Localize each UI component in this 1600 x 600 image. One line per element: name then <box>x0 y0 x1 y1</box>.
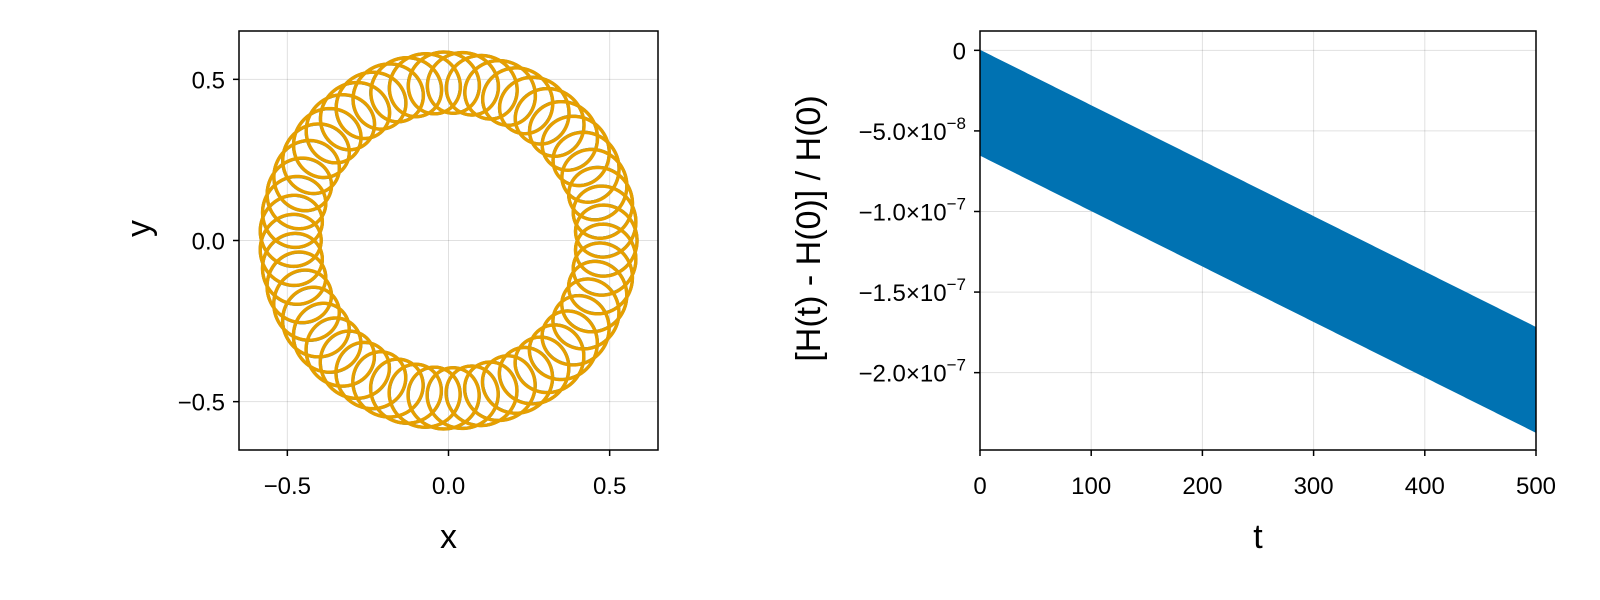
orbit-series-orange-line <box>258 50 639 431</box>
orbit-plot-x-ticks: −0.5 0.0 0.5 <box>264 450 626 500</box>
energy-x-tick-label: 200 <box>1182 473 1222 500</box>
orbit-plot-y-ticks: −0.5 0.0 0.5 <box>178 67 239 417</box>
energy-y-tick-label: −2.0×10−7 <box>859 356 966 388</box>
energy-y-tick-label: −5.0×10−8 <box>859 114 966 146</box>
energy-x-tick-label: 400 <box>1405 473 1445 500</box>
orbit-plot: −0.5 0.0 0.5 −0.5 0.0 0.5 x y <box>120 30 659 556</box>
energy-error-plot-y-ticks: 0 −5.0×10−8 −1.0×10−7 −1.5×10−7 −2.0×10−7 <box>859 38 980 388</box>
orbit-plot-x-axis-label: x <box>440 518 457 556</box>
energy-error-plot-series <box>979 49 1537 434</box>
orbit-x-tick-label: −0.5 <box>264 473 311 500</box>
orbit-y-tick-label: −0.5 <box>178 390 225 417</box>
energy-y-tick-label: −1.0×10−7 <box>859 194 966 226</box>
energy-error-plot-x-axis-label: t <box>1253 518 1263 556</box>
energy-x-tick-label: 100 <box>1071 473 1111 500</box>
energy-error-plot-frame <box>979 30 1537 451</box>
energy-y-tick-label: −1.5×10−7 <box>859 275 966 307</box>
energy-x-tick-label: 300 <box>1294 473 1334 500</box>
orbit-x-tick-label: 0.0 <box>432 473 465 500</box>
energy-error-plot: 0 100 200 300 400 500 0 −5.0×10−8 −1.0×10−7 −1.5… <box>790 30 1556 556</box>
energy-x-tick-label: 0 <box>973 473 986 500</box>
orbit-plot-y-axis-label: y <box>120 220 158 237</box>
energy-error-plot-y-axis-label: [H(t) - H(0)] / H(0) <box>790 95 828 361</box>
orbit-y-tick-label: 0.5 <box>192 67 225 94</box>
orbit-plot-series <box>258 50 639 431</box>
energy-error-plot-x-ticks: 0 100 200 300 400 500 <box>973 450 1556 500</box>
energy-error-band <box>979 49 1537 434</box>
orbit-y-tick-label: 0.0 <box>192 229 225 256</box>
energy-x-tick-label: 500 <box>1516 473 1556 500</box>
energy-y-tick-label: 0 <box>953 38 966 65</box>
orbit-x-tick-label: 0.5 <box>593 473 626 500</box>
